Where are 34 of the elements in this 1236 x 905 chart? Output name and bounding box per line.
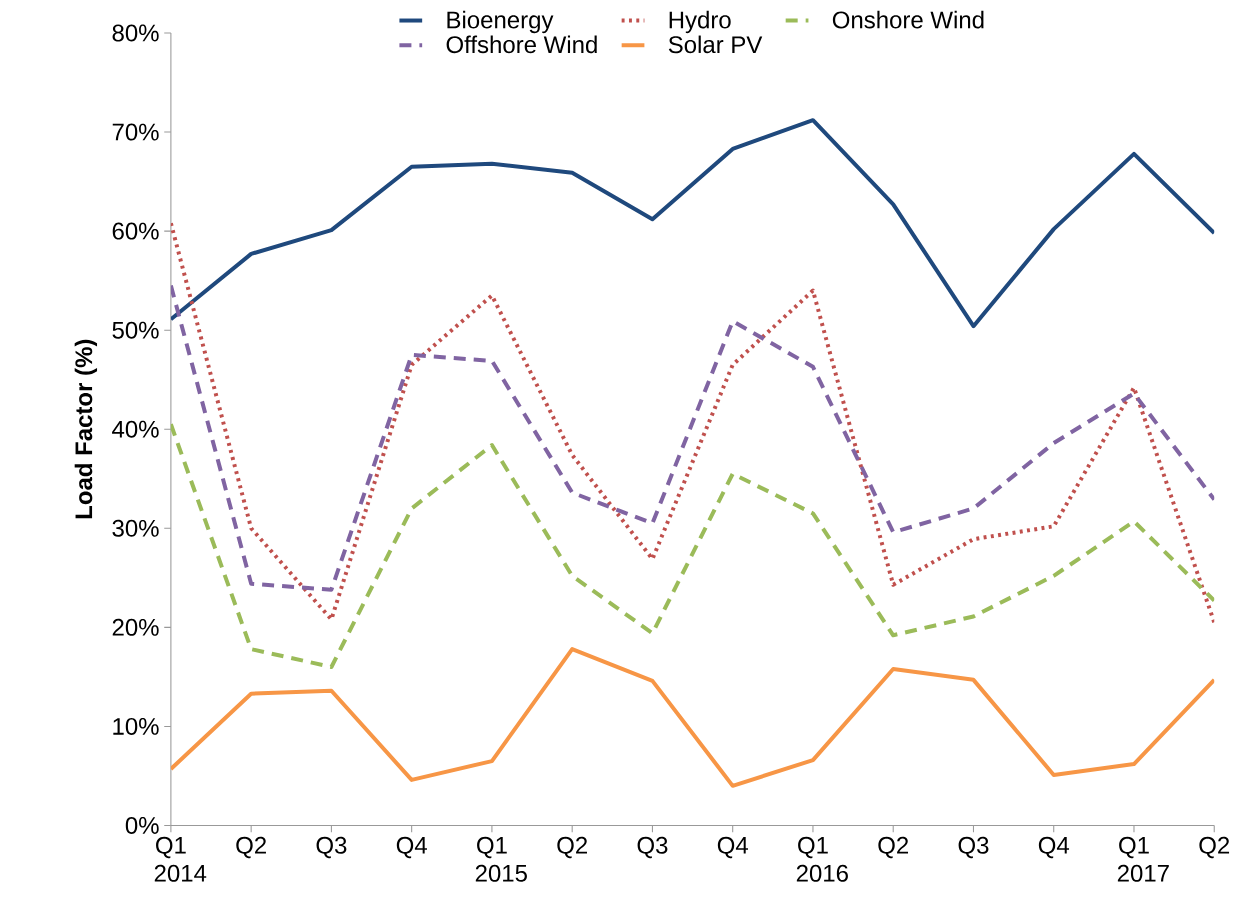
y-tick-label: 70% bbox=[112, 123, 159, 141]
y-tick-label: 30% bbox=[112, 519, 159, 537]
legend-label: Offshore Wind bbox=[446, 35, 597, 53]
y-tick-label: 50% bbox=[112, 321, 159, 339]
x-tick-label: Q4 bbox=[717, 836, 748, 858]
x-tick-label: Q4 bbox=[396, 836, 427, 858]
y-tick-label: 40% bbox=[112, 420, 159, 438]
x-tick-label: Q1 2014 bbox=[154, 836, 207, 882]
line-series bbox=[170, 422, 1215, 669]
legend-label: Hydro bbox=[669, 10, 731, 33]
legend-label: Bioenergy bbox=[447, 10, 554, 33]
line-series bbox=[170, 646, 1215, 788]
x-tick-label: Q3 bbox=[958, 836, 989, 858]
x-tick-label: Q2 bbox=[878, 836, 909, 858]
x-tick-label: Q2 bbox=[236, 836, 266, 858]
x-tick-label: Q1 2015 bbox=[475, 836, 527, 882]
x-tick-label: Q2 bbox=[1199, 836, 1230, 858]
y-tick-label: 60% bbox=[112, 222, 159, 240]
x-tick-label: Q1 2017 bbox=[1117, 836, 1169, 882]
legend-label: Solar PV bbox=[668, 35, 763, 53]
y-axis-title: Load Factor (%) bbox=[74, 339, 98, 519]
x-tick-label: Q2 bbox=[557, 836, 587, 858]
y-tick-label: 80% bbox=[112, 24, 159, 42]
x-tick-label: Q3 bbox=[637, 836, 668, 858]
x-tick-label: Q1 2016 bbox=[796, 836, 848, 882]
x-tick-label: Q4 bbox=[1038, 836, 1070, 858]
y-tick-label: 10% bbox=[113, 717, 159, 735]
line-series bbox=[170, 117, 1215, 328]
line-series bbox=[170, 220, 1215, 625]
y-tick-label: 20% bbox=[112, 618, 159, 636]
x-tick-label: Q3 bbox=[316, 836, 347, 858]
line-series bbox=[170, 283, 1215, 592]
legend-label: Onshore Wind bbox=[832, 10, 984, 29]
y-tick-label: 0% bbox=[125, 816, 159, 834]
